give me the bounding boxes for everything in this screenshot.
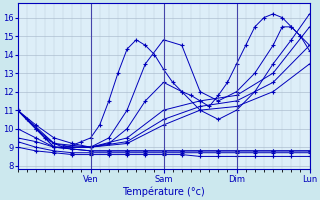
X-axis label: Température (°c): Température (°c) [122,187,205,197]
